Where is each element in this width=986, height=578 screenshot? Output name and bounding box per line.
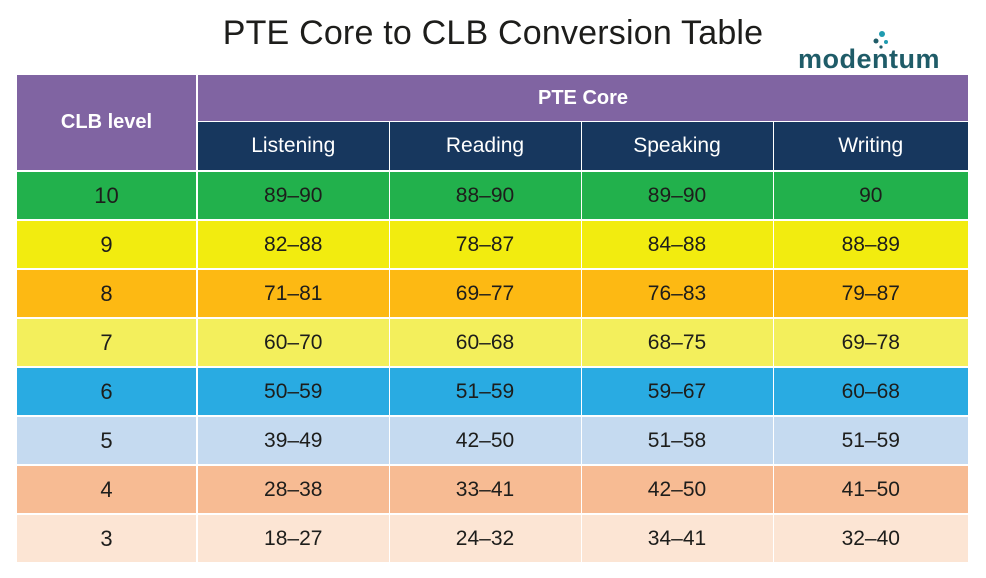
score-cell-speaking: 34–41 [581,514,774,564]
score-cell-writing: 69–78 [773,318,969,368]
clb-level-cell: 7 [17,318,198,368]
score-cell-writing: 79–87 [773,269,969,319]
column-header-writing: Writing [773,121,969,172]
clb-level-header: CLB level [17,75,198,172]
score-cell-listening: 18–27 [197,514,390,564]
score-cell-speaking: 51–58 [581,416,774,466]
clb-level-cell: 8 [17,269,198,319]
score-cell-writing: 60–68 [773,367,969,417]
score-cell-listening: 60–70 [197,318,390,368]
column-header-listening: Listening [197,121,390,172]
clb-level-cell: 9 [17,220,198,270]
score-cell-speaking: 89–90 [581,171,774,221]
score-cell-writing: 41–50 [773,465,969,515]
table-row: 10 89–90 88–90 89–90 90 [17,171,969,221]
table-row: 9 82–88 78–87 84–88 88–89 [17,220,969,270]
table-row: 7 60–70 60–68 68–75 69–78 [17,318,969,368]
score-cell-writing: 88–89 [773,220,969,270]
page-title: PTE Core to CLB Conversion Table [222,14,764,52]
clb-level-cell: 4 [17,465,198,515]
score-cell-writing: 32–40 [773,514,969,564]
score-cell-reading: 78–87 [389,220,582,270]
score-cell-reading: 42–50 [389,416,582,466]
score-cell-reading: 69–77 [389,269,582,319]
modentum-dots-icon [873,31,888,49]
score-cell-speaking: 76–83 [581,269,774,319]
logo-wordmark: modentum [798,44,940,74]
brand-logo: modentum [798,30,968,76]
table-row: 6 50–59 51–59 59–67 60–68 [17,367,969,417]
clb-level-cell: 3 [17,514,198,564]
table-row: 8 71–81 69–77 76–83 79–87 [17,269,969,319]
table-body: 10 89–90 88–90 89–90 90 9 82–88 78–87 84–88 88–89… [17,171,969,564]
clb-level-cell: 5 [17,416,198,466]
score-cell-writing: 90 [773,171,969,221]
score-cell-reading: 24–32 [389,514,582,564]
pte-core-header: PTE Core [197,75,969,122]
score-cell-reading: 60–68 [389,318,582,368]
score-cell-listening: 71–81 [197,269,390,319]
table-row: 5 39–49 42–50 51–58 51–59 [17,416,969,466]
score-cell-speaking: 42–50 [581,465,774,515]
column-header-speaking: Speaking [581,121,774,172]
clb-level-cell: 6 [17,367,198,417]
score-cell-reading: 51–59 [389,367,582,417]
score-cell-reading: 33–41 [389,465,582,515]
score-cell-listening: 82–88 [197,220,390,270]
column-header-reading: Reading [389,121,582,172]
score-cell-listening: 39–49 [197,416,390,466]
score-cell-writing: 51–59 [773,416,969,466]
conversion-table: CLB level PTE Core Listening Reading Spe… [17,75,969,564]
clb-level-cell: 10 [17,171,198,221]
table-row: 3 18–27 24–32 34–41 32–40 [17,514,969,564]
score-cell-listening: 28–38 [197,465,390,515]
score-cell-speaking: 59–67 [581,367,774,417]
score-cell-speaking: 84–88 [581,220,774,270]
score-cell-speaking: 68–75 [581,318,774,368]
table-row: 4 28–38 33–41 42–50 41–50 [17,465,969,515]
score-cell-listening: 89–90 [197,171,390,221]
score-cell-listening: 50–59 [197,367,390,417]
score-cell-reading: 88–90 [389,171,582,221]
